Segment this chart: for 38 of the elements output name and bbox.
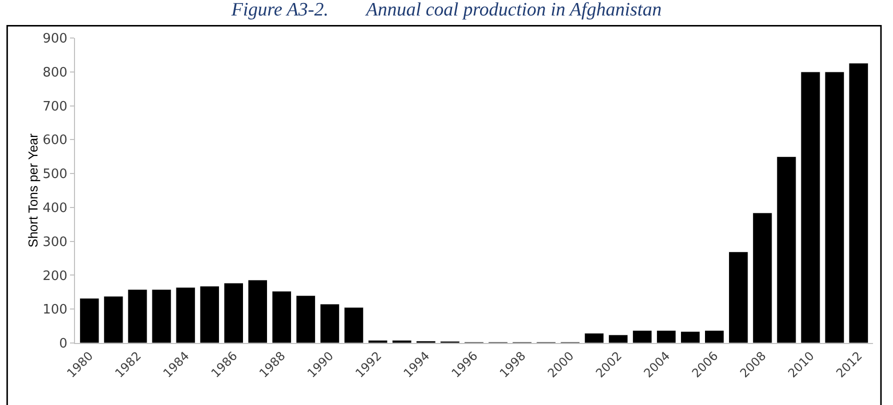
bar (368, 340, 388, 343)
y-tick-label: 100 (42, 302, 68, 318)
bar (824, 72, 844, 343)
bar (632, 330, 652, 343)
bar (80, 298, 100, 343)
bar (656, 330, 676, 343)
bar (272, 290, 292, 343)
y-tick-label: 400 (42, 200, 68, 216)
bar (608, 334, 628, 343)
bar (680, 331, 700, 343)
bar (296, 295, 316, 343)
y-tick-label: 0 (59, 336, 68, 352)
bar (104, 296, 124, 343)
y-tick-label: 500 (42, 167, 68, 182)
y-tick-label: 300 (42, 234, 68, 250)
y-tick-label: 800 (42, 65, 68, 80)
bar (752, 212, 772, 343)
bar (224, 282, 244, 343)
bar (584, 332, 604, 343)
bar (392, 340, 412, 343)
bar (200, 286, 220, 343)
bar (320, 304, 340, 343)
bar (776, 156, 796, 343)
bar (344, 307, 364, 343)
chart-title: Figure A3-2. Annual coal production in Afghanistan (230, 0, 662, 20)
y-tick-label: 200 (42, 268, 68, 284)
bar (848, 62, 868, 343)
bar (728, 252, 748, 343)
bar (152, 289, 172, 343)
y-tick-label: 600 (42, 133, 68, 148)
bar (248, 280, 268, 343)
y-tick-label: 700 (42, 99, 68, 114)
bar (800, 72, 820, 343)
bar (176, 287, 196, 343)
bar (128, 289, 148, 343)
y-axis-title: Short Tons per Year (26, 132, 41, 248)
y-tick-label: 900 (42, 32, 68, 47)
bar (704, 330, 724, 343)
